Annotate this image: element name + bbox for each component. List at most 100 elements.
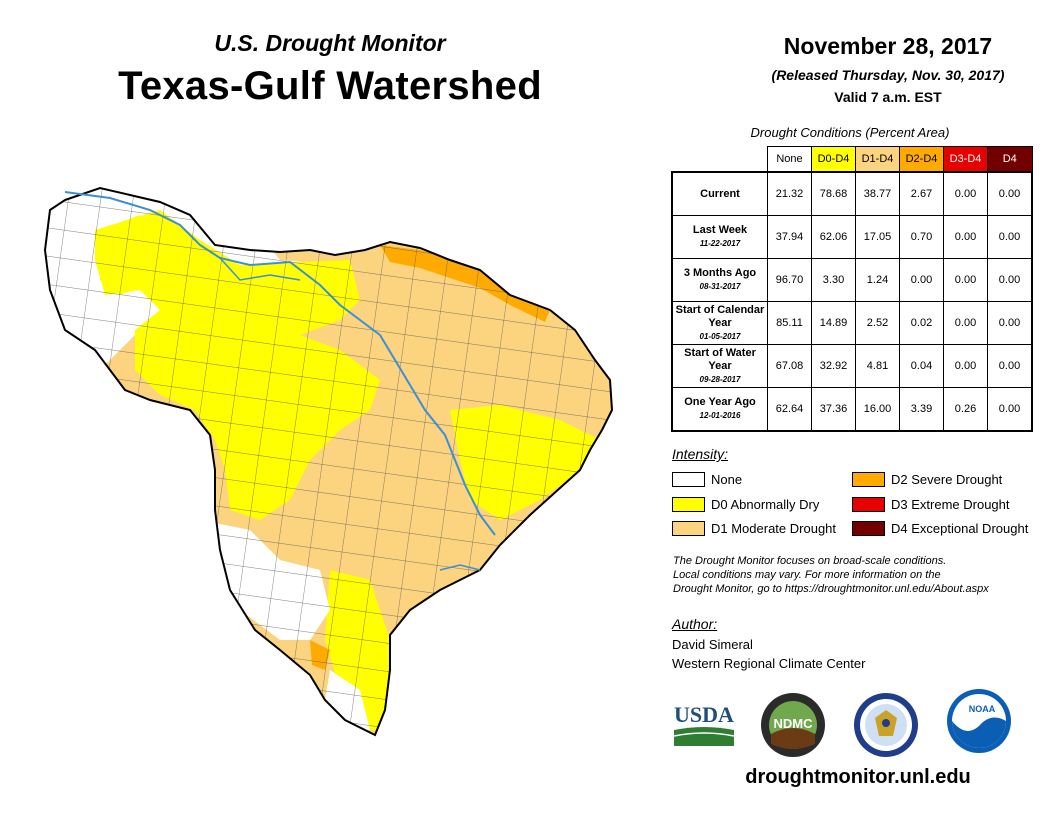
- usda-logo-text: USDA: [674, 702, 734, 727]
- legend-item-d0: D0 Abnormally Dry: [672, 495, 819, 513]
- legend-label: D1 Moderate Drought: [711, 520, 837, 536]
- col-header-d1-d4: D1-D4: [855, 146, 900, 173]
- table-cell: 32.92: [811, 344, 856, 388]
- table-cell: 0.00: [943, 215, 988, 259]
- table-row: 3 Months Ago 08-31-2017 96.70 3.30 1.24 0…: [671, 258, 1033, 302]
- ndmc-logo-text: NDMC: [774, 716, 814, 731]
- valid-time: Valid 7 a.m. EST: [834, 89, 942, 105]
- table-cell: 67.08: [767, 344, 812, 388]
- table-cell: 1.24: [855, 258, 900, 302]
- table-caption: Drought Conditions (Percent Area): [750, 125, 950, 140]
- watershed-outline: [43, 186, 614, 737]
- table-cell: 17.05: [855, 215, 900, 259]
- table-cell: 0.70: [899, 215, 944, 259]
- table-cell: 0.26: [943, 387, 988, 432]
- row-label-date: 12-01-2016: [699, 411, 741, 420]
- row-label: Current: [671, 171, 768, 216]
- table-cell: 0.00: [943, 301, 988, 345]
- row-label-text: Last Week: [692, 224, 748, 236]
- table-cell: 3.30: [811, 258, 856, 302]
- table-row: Start of Water Year 09-28-2017 67.08 32.9…: [671, 344, 1033, 388]
- col-header-none: None: [767, 146, 812, 173]
- table-cell: 21.32: [767, 171, 812, 216]
- map-region: [45, 188, 612, 735]
- row-label: Start of Calendar Year 01-05-2017: [671, 301, 768, 345]
- legend-swatch: [852, 520, 885, 536]
- table-corner: [672, 147, 768, 173]
- table-cell: 0.04: [899, 344, 944, 388]
- map-subtitle: U.S. Drought Monitor: [214, 30, 446, 56]
- row-label-text: One Year Ago: [684, 396, 756, 408]
- table-cell: 62.06: [811, 215, 856, 259]
- row-label-date: 11-22-2017: [699, 239, 741, 248]
- table-cell: 0.00: [987, 258, 1033, 302]
- table-cell: 0.00: [987, 215, 1033, 259]
- table-cell: 0.02: [899, 301, 944, 345]
- table-cell: 37.36: [811, 387, 856, 432]
- table-cell: 0.00: [987, 387, 1033, 432]
- map-date: November 28, 2017: [783, 33, 993, 59]
- legend-swatch: [672, 520, 705, 536]
- legend-label: D0 Abnormally Dry: [711, 496, 820, 512]
- row-label: Start of Water Year 09-28-2017: [671, 344, 768, 388]
- noaa-logo: NOAA: [947, 689, 1011, 753]
- table-cell: 0.00: [987, 301, 1033, 345]
- row-label-text: Current: [700, 187, 740, 200]
- author-organization: Western Regional Climate Center: [672, 656, 866, 671]
- map-title: Texas-Gulf Watershed: [118, 64, 542, 108]
- table-cell: 38.77: [855, 171, 900, 216]
- row-label: Last Week 11-22-2017: [671, 215, 768, 259]
- legend-label: D4 Exceptional Drought: [891, 520, 1029, 536]
- river-tributary: [219, 257, 301, 281]
- legend-label: D3 Extreme Drought: [891, 496, 1010, 512]
- col-header-d2-d4: D2-D4: [899, 146, 944, 173]
- commerce-seal-logo: [854, 693, 918, 757]
- table-row: One Year Ago 12-01-2016 62.64 37.36 16.00…: [671, 387, 1033, 432]
- table-cell: 16.00: [855, 387, 900, 432]
- row-label-date: 08-31-2017: [699, 282, 741, 291]
- drought-map: [43, 186, 614, 737]
- col-header-d0-d4: D0-D4: [811, 146, 856, 173]
- legend-item-d4: D4 Exceptional Drought: [852, 519, 1028, 537]
- legend-title: Intensity:: [672, 446, 729, 462]
- disclaimer-note: The Drought Monitor focuses on broad-sca…: [673, 554, 1043, 596]
- row-label: One Year Ago 12-01-2016: [671, 387, 768, 432]
- legend-label: None: [711, 471, 743, 487]
- river-coast: [439, 564, 481, 571]
- legend-item-d1: D1 Moderate Drought: [672, 519, 836, 537]
- noaa-logo-text: NOAA: [969, 704, 996, 714]
- row-label-text: 3 Months Ago: [683, 267, 757, 279]
- usda-logo: USDA: [673, 702, 735, 746]
- col-header-d3-d4: D3-D4: [943, 146, 988, 173]
- table-cell: 0.00: [943, 344, 988, 388]
- table-cell: 37.94: [767, 215, 812, 259]
- legend-label: D2 Severe Drought: [891, 471, 1003, 487]
- table-cell: 85.11: [767, 301, 812, 345]
- author-heading: Author:: [672, 616, 718, 632]
- note-line: Local conditions may vary. For more info…: [673, 569, 941, 581]
- drought-conditions-table: None D0-D4 D1-D4 D2-D4 D3-D4 D4 Current …: [671, 146, 1033, 432]
- table-row: Last Week 11-22-2017 37.94 62.06 17.05 0.…: [671, 215, 1033, 259]
- table-cell: 2.67: [899, 171, 944, 216]
- table-cell: 0.00: [943, 258, 988, 302]
- release-date: (Released Thursday, Nov. 30, 2017): [771, 67, 1005, 83]
- table-cell: 78.68: [811, 171, 856, 216]
- table-cell: 62.64: [767, 387, 812, 432]
- table-row: Start of Calendar Year 01-05-2017 85.11 1…: [671, 301, 1033, 345]
- legend-swatch: [672, 496, 705, 512]
- ndmc-logo: NDMC: [761, 693, 825, 757]
- row-label-text: Start of Water Year: [684, 346, 756, 372]
- row-label-date: 09-28-2017: [699, 374, 741, 384]
- table-cell: 0.00: [943, 171, 988, 216]
- legend-item-none: None: [672, 470, 742, 488]
- row-label-date: 01-05-2017: [699, 331, 741, 341]
- legend-swatch: [672, 471, 705, 487]
- website-url: droughtmonitor.unl.edu: [745, 766, 971, 788]
- county-lines: [45, 188, 612, 735]
- legend-swatch: [852, 496, 885, 512]
- legend-swatch: [852, 471, 885, 487]
- table-row: Current 21.32 78.68 38.77 2.67 0.00 0.00: [671, 171, 1033, 216]
- row-label: 3 Months Ago 08-31-2017: [671, 258, 768, 302]
- table-header-row: None D0-D4 D1-D4 D2-D4 D3-D4 D4: [672, 146, 1033, 173]
- table-cell: 4.81: [855, 344, 900, 388]
